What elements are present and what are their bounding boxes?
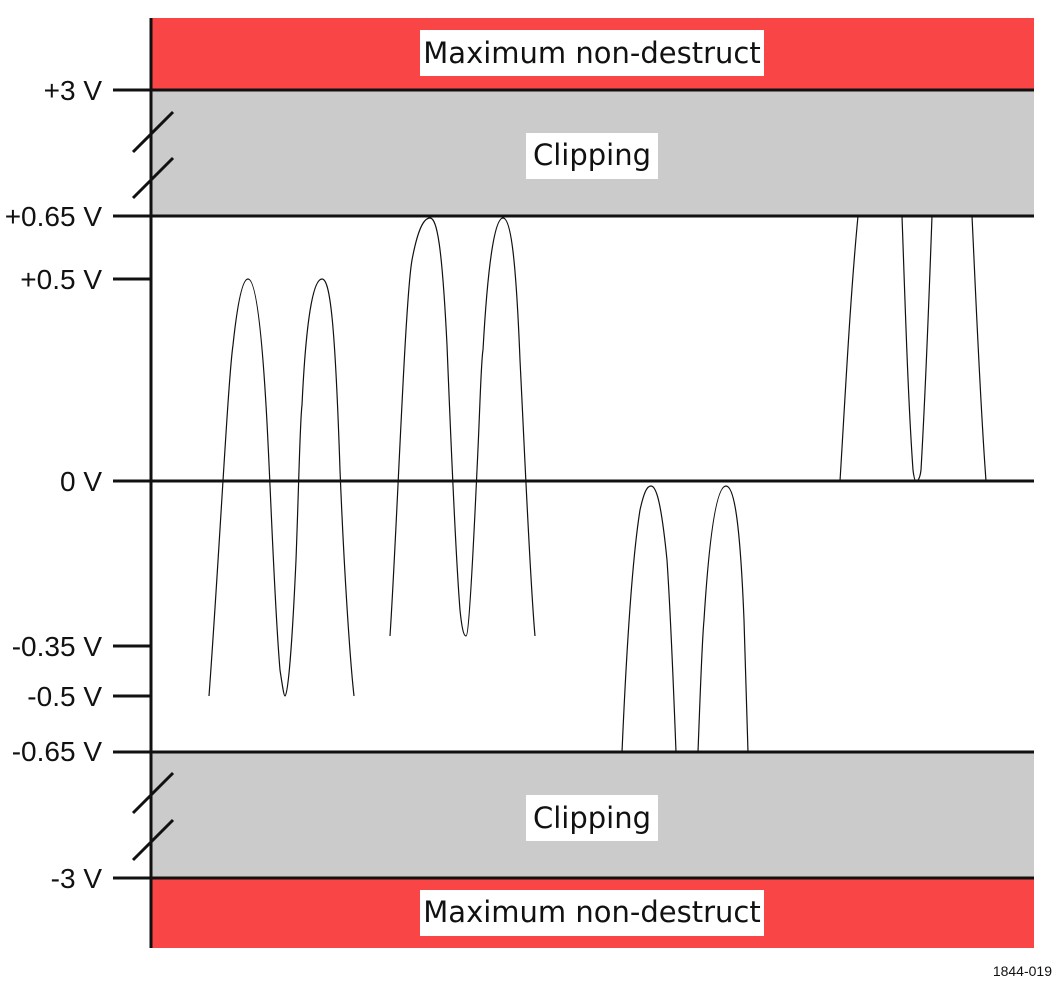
- bottom-clip-label: Clipping: [533, 801, 651, 835]
- axis-break-top: [131, 110, 175, 200]
- top-clip-label-box: [526, 133, 658, 179]
- level-label-plus-3: +3 V: [44, 75, 103, 106]
- waveform-5: [839, 215, 859, 482]
- bottom-max-label: Maximum non-destruct: [423, 895, 760, 929]
- level-label-zero: 0 V: [60, 466, 102, 497]
- bottom-max-label-box: [420, 890, 764, 936]
- level-label-minus-065: -0.65 V: [12, 736, 103, 767]
- level-label-minus-05: -0.5 V: [27, 681, 102, 712]
- figure-id: 1844-019: [993, 963, 1052, 979]
- waveform-3: [621, 485, 677, 753]
- level-label-plus-065: +0.65 V: [5, 201, 103, 232]
- axis-break-bottom: [131, 771, 175, 862]
- top-max-label: Maximum non-destruct: [423, 36, 760, 70]
- level-label-plus-05: +0.5 V: [20, 264, 102, 295]
- level-label-minus-3: -3 V: [51, 863, 103, 894]
- waveform-7: [971, 215, 987, 482]
- waveform-6: [901, 215, 933, 482]
- waveform-4: [697, 485, 749, 753]
- waveform-2: [389, 217, 536, 637]
- waveform-1: [208, 278, 355, 697]
- top-clip-label: Clipping: [533, 138, 651, 172]
- level-label-minus-035: -0.35 V: [12, 631, 103, 662]
- top-max-label-box: [420, 30, 764, 76]
- bottom-clip-label-box: [526, 795, 658, 841]
